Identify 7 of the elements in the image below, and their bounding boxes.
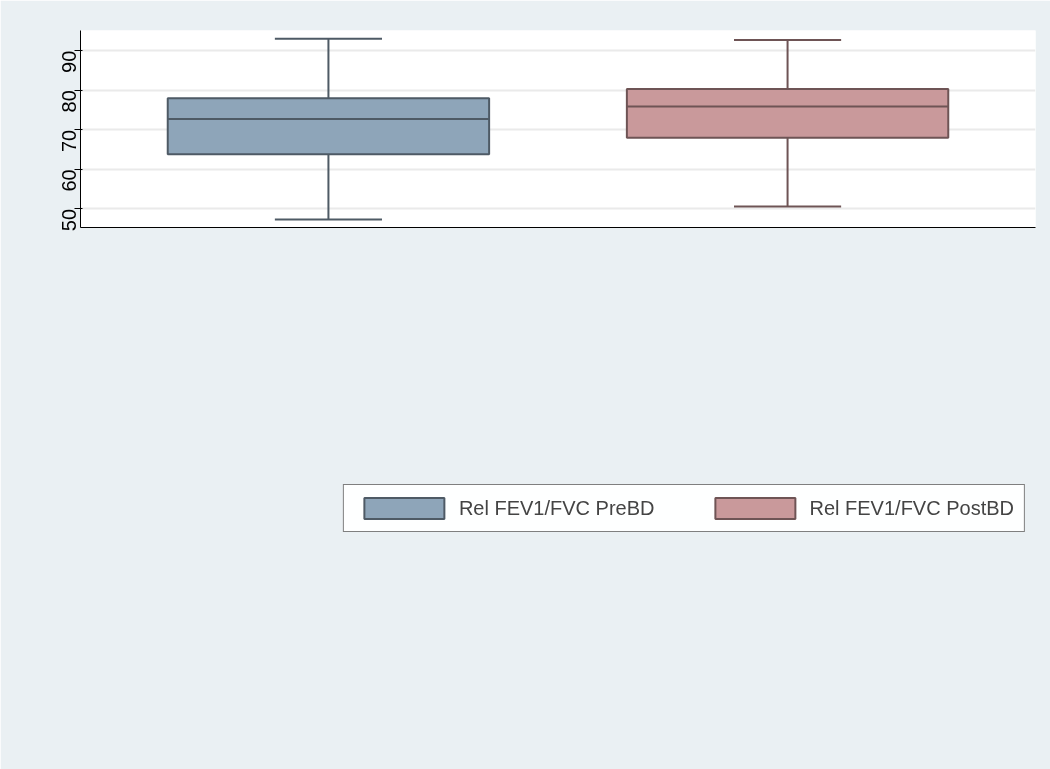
y-tick-label: 80 [58, 90, 81, 113]
legend-label: Rel FEV1/FVC PreBD [458, 496, 655, 520]
legend-label: Rel FEV1/FVC PostBD [809, 496, 1014, 520]
y-tick-label: 50 [58, 208, 81, 232]
y-tick-label: 90 [58, 50, 81, 73]
y-tick-label: 60 [58, 169, 81, 192]
y-tick-label: 70 [58, 129, 81, 153]
